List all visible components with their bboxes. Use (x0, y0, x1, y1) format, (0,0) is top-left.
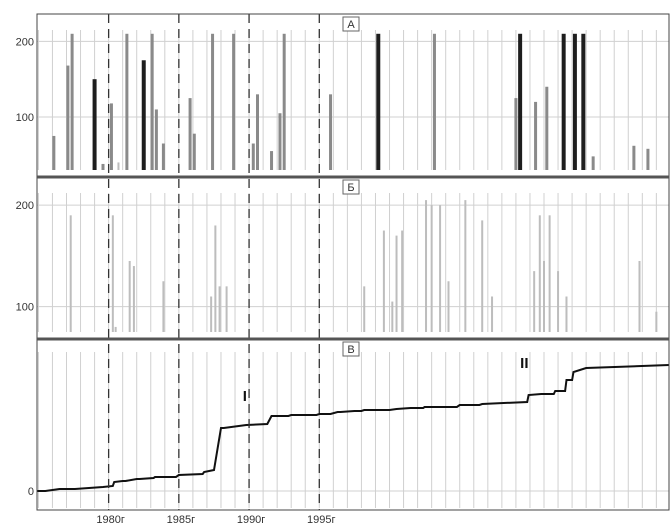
bar (214, 225, 217, 332)
bar (117, 162, 120, 170)
bar (491, 296, 494, 332)
line-layer (37, 364, 670, 492)
bar (101, 163, 105, 170)
bar (638, 260, 641, 332)
bar (141, 60, 146, 170)
bar (211, 33, 215, 170)
bar (376, 33, 381, 170)
bar (561, 33, 566, 170)
y-tick-label: 200 (16, 36, 34, 48)
bar (447, 281, 450, 332)
annotation-1: I (243, 388, 247, 405)
bar (92, 79, 97, 170)
dashed-lines-layer (107, 14, 320, 510)
bar (439, 205, 442, 332)
bar (329, 94, 333, 170)
panel-label: A (347, 19, 355, 31)
bar (581, 33, 586, 170)
x-tick-label: 1990г (237, 514, 265, 525)
bar (382, 230, 385, 332)
x-tick-label: 1980г (96, 514, 124, 525)
y-tick-label: 100 (16, 112, 34, 124)
panel-label-box (342, 341, 360, 357)
bar (538, 215, 541, 332)
x-tick-label: 1995г (307, 514, 335, 525)
bar (481, 220, 484, 332)
bar (534, 101, 538, 170)
y-tick-label: 200 (16, 200, 34, 212)
bar (128, 260, 131, 332)
bar (225, 286, 228, 332)
bar (533, 271, 536, 332)
bar (432, 33, 436, 170)
plot-frame (36, 13, 670, 511)
bar (154, 109, 158, 170)
bar (270, 151, 274, 170)
bar (162, 281, 165, 332)
frame-layer (36, 13, 670, 511)
y-tick-label: 100 (16, 302, 34, 314)
bar (565, 296, 568, 332)
cumulative-line (37, 364, 670, 492)
bar (251, 143, 255, 170)
bar (391, 301, 394, 332)
bar (425, 200, 428, 332)
annotation-2: II (520, 355, 528, 372)
bar (464, 200, 467, 332)
bar (132, 266, 135, 332)
bar (69, 215, 72, 332)
bar (591, 156, 595, 170)
bar (572, 33, 577, 170)
bar (514, 98, 518, 170)
bar (161, 143, 165, 170)
bar (518, 33, 523, 170)
bar (282, 33, 286, 170)
bar (150, 33, 154, 170)
y-tick-label: 0 (28, 486, 34, 498)
bar (545, 86, 549, 170)
bar (188, 98, 192, 170)
bar (125, 33, 129, 170)
bar (192, 133, 196, 170)
bar (430, 205, 433, 332)
bar (278, 113, 282, 170)
bar (52, 135, 56, 170)
bar (109, 103, 113, 170)
panel-label-box (342, 179, 360, 195)
bar (114, 326, 117, 332)
panel-label: Б (347, 182, 354, 194)
panel-label: В (347, 344, 354, 356)
bar (557, 271, 560, 332)
bar (232, 33, 236, 170)
bar (395, 235, 398, 332)
bar (218, 286, 221, 332)
bar (646, 148, 650, 170)
panel-label-box (342, 16, 360, 32)
bar (543, 260, 546, 332)
bar (401, 230, 404, 332)
bar (70, 33, 74, 170)
bar (632, 145, 636, 170)
bar (548, 215, 551, 332)
bar (66, 65, 70, 170)
bar (111, 215, 114, 332)
bar (255, 94, 259, 170)
bar (363, 286, 366, 332)
bars-layer (52, 33, 658, 332)
bar (210, 296, 213, 332)
bar (655, 311, 658, 332)
x-tick-label: 1985г (167, 514, 195, 525)
